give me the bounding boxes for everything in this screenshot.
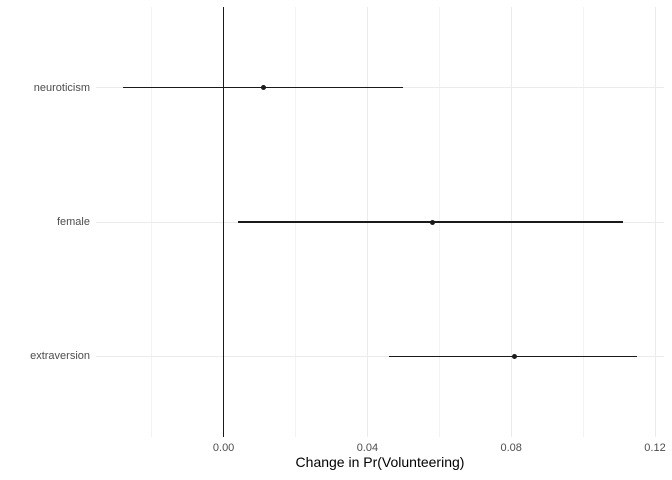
y-tick-label-neuroticism: neuroticism: [33, 81, 90, 94]
point-estimate-neuroticism: [260, 85, 266, 91]
y-tick-label-extraversion: extraversion: [30, 350, 90, 363]
x-tick-label-0.04: 0.04: [356, 442, 379, 454]
x-tick-label-0.00: 0.00: [212, 442, 235, 454]
x-axis-title: Change in Pr(Volunteering): [295, 454, 465, 470]
point-estimate-female: [429, 219, 435, 225]
gridline-row-extraversion: [96, 355, 664, 357]
y-tick-label-female: female: [56, 216, 90, 228]
x-tick-label-0.12: 0.12: [644, 442, 666, 454]
plot-panel: [96, 7, 664, 437]
point-estimate-extraversion: [512, 353, 518, 359]
zero-reference-line: [222, 7, 225, 437]
x-tick-label-0.08: 0.08: [500, 442, 522, 454]
